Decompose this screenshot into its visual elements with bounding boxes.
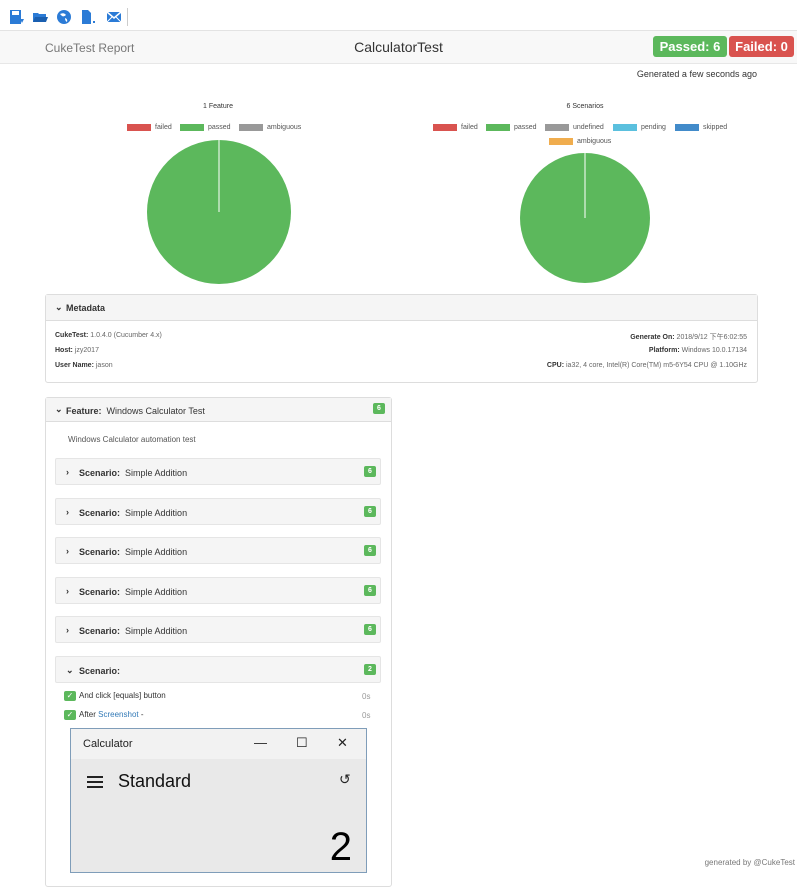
calculator-mode: Standard (118, 771, 192, 791)
failed-badge: Failed: 0 (729, 36, 794, 57)
scenarios-chart-title: 6 Scenarios (566, 103, 604, 110)
legend-ambiguous-swatch[interactable] (239, 124, 263, 131)
history-icon: ↺ (339, 771, 351, 787)
calculator-display: 2 (329, 825, 352, 869)
legend-ambiguous-swatch[interactable] (549, 138, 573, 145)
metadata-panel: ⌄ Metadata CukeTest: 1.0.4.0 (Cucumber 4… (45, 294, 758, 383)
chevron-right-icon: › (66, 467, 69, 477)
chevron-right-icon: › (66, 546, 69, 556)
meta-cpu: CPU: ia32, 4 core, Intel(R) Core(TM) m5-… (546, 362, 747, 369)
features-pie-chart (147, 140, 291, 284)
chevron-right-icon: › (66, 586, 69, 596)
legend-failed-label: failed (155, 124, 172, 131)
legend-skipped-swatch[interactable] (675, 124, 699, 131)
maximize-icon: ☐ (296, 735, 308, 750)
chevron-right-icon: › (66, 625, 69, 635)
feature-count-badge: 6 (373, 403, 385, 414)
meta-host: Host: jzy2017 (55, 347, 99, 354)
toolbar (0, 0, 797, 31)
scenario-count-badge: 6 (364, 624, 376, 635)
calculator-screenshot: Calculator — ☐ ✕ Standard ↺ 2 (70, 728, 367, 873)
passed-badge: Passed: 6 (653, 36, 727, 57)
email-icon[interactable] (106, 9, 122, 25)
step-duration: 0s (362, 692, 371, 701)
metadata-title: Metadata (66, 303, 106, 313)
meta-username: User Name: jason (55, 362, 113, 369)
generated-timestamp: Generated a few seconds ago (636, 69, 757, 79)
legend-passed-label: passed (514, 124, 537, 131)
open-folder-icon[interactable] (32, 9, 48, 25)
legend-failed-swatch[interactable] (127, 124, 151, 131)
legend-ambiguous-label: ambiguous (577, 138, 612, 145)
globe-icon[interactable] (56, 9, 72, 25)
legend-undefined-label: undefined (573, 124, 604, 131)
scenario-item[interactable]: › Scenario: Simple Addition 6 (55, 577, 381, 604)
page-title: CalculatorTest (354, 39, 443, 55)
scenario-item[interactable]: › Scenario: Simple Addition 6 (55, 498, 381, 525)
scenario-item[interactable]: › Scenario: Simple Addition 6 (55, 616, 381, 643)
legend-failed-swatch[interactable] (433, 124, 457, 131)
hamburger-menu-icon (87, 776, 103, 791)
legend-undefined-swatch[interactable] (545, 124, 569, 131)
legend-passed-swatch[interactable] (486, 124, 510, 131)
save-icon[interactable] (9, 9, 25, 25)
chevron-down-icon: ⌄ (66, 665, 74, 675)
minimize-icon: — (254, 735, 267, 750)
scenario-count-badge: 6 (364, 506, 376, 517)
scenario-count-badge: 2 (364, 664, 376, 675)
toolbar-separator (127, 8, 128, 26)
scenario-count-badge: 6 (364, 545, 376, 556)
feature-description: Windows Calculator automation test (68, 435, 196, 444)
navbar: CukeTest Report CalculatorTest Passed: 6… (0, 31, 797, 64)
legend-pending-label: pending (641, 124, 666, 131)
legend-ambiguous-label: ambiguous (267, 124, 302, 131)
legend-passed-swatch[interactable] (180, 124, 204, 131)
close-icon: ✕ (337, 735, 348, 750)
meta-generate-on: Generate On: 2018/9/12 下午6:02:55 (630, 334, 747, 341)
calculator-titlebar: Calculator — ☐ ✕ (71, 729, 366, 759)
scenarios-pie-chart (520, 153, 650, 283)
features-chart-title: 1 Feature (203, 103, 233, 110)
calculator-caption: Calculator (83, 738, 133, 750)
footer-credit: generated by @CukeTest (704, 858, 795, 867)
scenario-item[interactable]: › Scenario: Simple Addition 6 (55, 537, 381, 564)
brand-link[interactable]: CukeTest Report (45, 41, 135, 55)
check-icon: ✓ (64, 690, 76, 701)
legend-passed-label: passed (208, 124, 231, 131)
step-row: ✓ And click [equals] button (64, 690, 166, 702)
chevron-right-icon: › (66, 507, 69, 517)
scenario-item-open[interactable]: ⌄ Scenario: 2 (55, 656, 381, 683)
screenshot-link[interactable]: Screenshot (98, 710, 139, 719)
document-dropdown-icon[interactable] (80, 9, 96, 25)
check-icon: ✓ (64, 709, 76, 720)
legend-failed-label: failed (461, 124, 478, 131)
chevron-down-icon: ⌄ (55, 302, 63, 312)
meta-cuketest: CukeTest: 1.0.4.0 (Cucumber 4.x) (55, 332, 162, 339)
feature-title: Feature: Windows Calculator Test (66, 406, 205, 416)
chevron-down-icon: ⌄ (55, 404, 63, 414)
scenario-item[interactable]: › Scenario: Simple Addition 6 (55, 458, 381, 485)
scenario-count-badge: 6 (364, 466, 376, 477)
meta-platform: Platform: Windows 10.0.17134 (648, 347, 747, 354)
metadata-heading[interactable]: ⌄ Metadata (46, 295, 757, 321)
step-row: ✓ After Screenshot - (64, 709, 144, 721)
feature-heading[interactable]: ⌄ Feature: Windows Calculator Test 6 (46, 398, 391, 422)
scenario-count-badge: 6 (364, 585, 376, 596)
legend-skipped-label: skipped (703, 124, 728, 131)
legend-pending-swatch[interactable] (613, 124, 637, 131)
step-duration: 0s (362, 711, 371, 720)
